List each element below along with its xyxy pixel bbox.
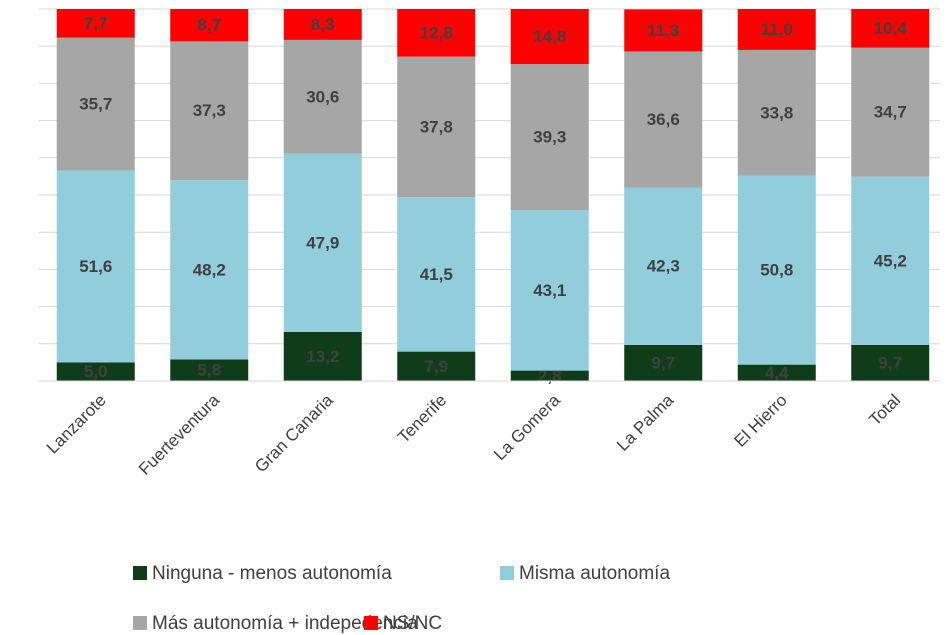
bar-segment xyxy=(510,64,589,211)
bar-segment xyxy=(737,364,816,381)
data-label: 30,6 xyxy=(306,87,339,106)
data-label: 39,3 xyxy=(533,128,566,147)
data-label: 11,3 xyxy=(647,21,679,40)
data-label: 42,3 xyxy=(647,257,680,276)
data-label: 8,3 xyxy=(311,15,335,34)
bar-segment xyxy=(397,9,476,57)
legend-swatch xyxy=(133,616,147,630)
bar-segment xyxy=(170,180,249,360)
bar-segment xyxy=(737,9,816,50)
x-tick-label: Tenerife xyxy=(394,391,450,447)
data-label: 11,0 xyxy=(761,20,793,39)
data-label: 43,1 xyxy=(533,281,566,300)
bar-segment xyxy=(851,47,930,177)
data-label: 13,2 xyxy=(306,347,339,366)
data-label: 41,5 xyxy=(420,265,453,284)
bar-segment xyxy=(851,176,930,345)
data-label: 5,8 xyxy=(197,361,221,380)
data-label: 50,8 xyxy=(760,261,793,280)
data-label: 45,2 xyxy=(874,251,907,270)
data-label: 10,4 xyxy=(874,19,908,38)
bar-segment xyxy=(510,9,589,65)
x-tick-label: Total xyxy=(865,391,904,430)
x-tick-label: La Gomera xyxy=(490,390,564,464)
legend-swatch xyxy=(133,566,147,580)
legend-swatch xyxy=(364,616,378,630)
data-label: 12,8 xyxy=(420,23,453,42)
data-label: 7,9 xyxy=(424,357,448,376)
data-label: 5,0 xyxy=(84,362,108,381)
x-tick-label: El Hierro xyxy=(731,391,791,451)
legend-label: Misma autonomía xyxy=(519,563,670,584)
bar-segment xyxy=(56,362,135,381)
x-tick-label: La Palma xyxy=(613,390,678,455)
data-label: 47,9 xyxy=(306,233,339,252)
legend-label: NS/NC xyxy=(383,613,442,634)
data-label: 9,7 xyxy=(651,353,675,372)
bar-segment xyxy=(624,51,703,188)
bar-segment xyxy=(510,210,589,371)
data-label: 8,7 xyxy=(197,16,221,35)
data-label: 4,4 xyxy=(765,363,789,382)
data-label: 48,2 xyxy=(193,260,226,279)
bar-segment xyxy=(170,41,249,181)
bar-segment xyxy=(170,9,249,42)
data-label: 37,8 xyxy=(420,117,453,136)
bar-segment xyxy=(283,9,362,40)
bar-segment xyxy=(851,9,930,48)
x-tick-label: Lanzarote xyxy=(43,391,110,458)
bar-segment xyxy=(624,187,703,345)
bar-segment xyxy=(737,175,816,365)
x-tick-label: Gran Canaria xyxy=(251,390,337,476)
data-label: 51,6 xyxy=(79,257,112,276)
bar-segment xyxy=(397,351,476,381)
data-label: 34,7 xyxy=(874,103,907,122)
legend-label: Más autonomía + indepedencia xyxy=(152,613,418,634)
data-label: 35,7 xyxy=(79,95,112,114)
bar-segment xyxy=(283,39,362,154)
data-label: 37,3 xyxy=(193,101,226,120)
bar-segment xyxy=(624,9,703,52)
bar-segment xyxy=(851,344,930,381)
bar-segment xyxy=(170,359,249,381)
legend-swatch xyxy=(500,566,514,580)
bar-segment xyxy=(624,344,703,381)
bar-segment xyxy=(510,370,589,381)
bar-segment xyxy=(397,56,476,198)
data-label: 7,7 xyxy=(84,14,108,33)
data-label: 33,8 xyxy=(760,103,793,122)
bar-segment xyxy=(283,153,362,332)
bar-segment xyxy=(56,170,135,363)
bar-segment xyxy=(56,37,135,171)
bar-segment xyxy=(56,9,135,38)
data-label: 14,8 xyxy=(533,27,566,46)
bar-segment xyxy=(283,331,362,381)
bar-segment xyxy=(737,49,816,176)
data-label: 36,6 xyxy=(647,110,680,129)
bar-segment xyxy=(397,197,476,352)
data-label: 9,7 xyxy=(878,353,902,372)
legend-label: Ninguna - menos autonomía xyxy=(152,563,392,584)
x-tick-label: Fuerteventura xyxy=(135,390,224,479)
